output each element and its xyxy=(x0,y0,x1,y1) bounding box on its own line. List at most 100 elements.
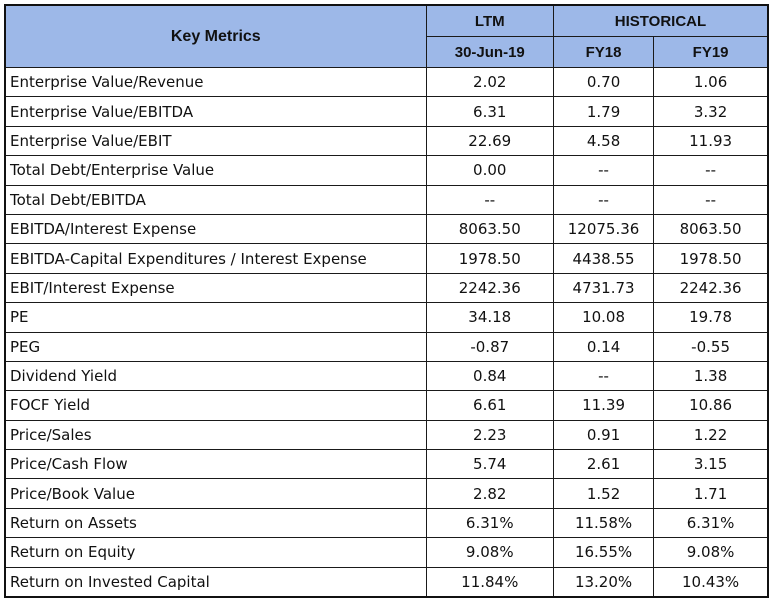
fy18-value-cell: 10.08 xyxy=(552,302,655,333)
metric-name-cell: Total Debt/Enterprise Value xyxy=(4,155,427,186)
ltm-value-cell: 2.23 xyxy=(425,419,554,451)
fy19-value-cell: 1.71 xyxy=(653,478,769,509)
fy18-value-cell: 1.79 xyxy=(552,96,655,127)
ltm-value-cell: -- xyxy=(425,184,554,215)
metric-name-cell: Return on Invested Capital xyxy=(4,566,427,598)
ltm-value-cell: 2.02 xyxy=(425,66,554,98)
ltm-value-cell: 1978.50 xyxy=(425,243,554,274)
fy18-value-cell: -- xyxy=(552,360,655,392)
fy19-value-cell: 10.86 xyxy=(653,390,769,421)
header-row-top: Key Metrics LTM HISTORICAL xyxy=(4,4,769,68)
ltm-value-cell: 8063.50 xyxy=(425,213,554,245)
fy19-value-cell: 3.15 xyxy=(653,449,769,480)
table-row: EBITDA/Interest Expense 8063.50 12075.36 80… xyxy=(4,213,769,245)
header-fy19: FY19 xyxy=(653,36,769,68)
table-row: PE 34.18 10.08 19.78 xyxy=(4,302,769,333)
fy19-value-cell: 9.08% xyxy=(653,537,769,568)
metric-name-cell: Price/Sales xyxy=(4,419,427,451)
metric-name-cell: Enterprise Value/EBIT xyxy=(4,125,427,157)
table-row: Return on Assets 6.31% 11.58% 6.31% xyxy=(4,507,769,539)
metric-name-cell: PE xyxy=(4,302,427,333)
fy18-value-cell: 1.52 xyxy=(552,478,655,509)
metric-name-cell: PEG xyxy=(4,331,427,362)
header-ltm: LTM xyxy=(425,4,554,37)
header-key-metrics: Key Metrics xyxy=(4,4,427,68)
fy19-value-cell: 1978.50 xyxy=(653,243,769,274)
key-metrics-table: Key Metrics LTM HISTORICAL 30-Jun-19 FY1… xyxy=(4,4,769,599)
table-row: Dividend Yield 0.84 -- 1.38 xyxy=(4,360,769,392)
fy19-value-cell: 8063.50 xyxy=(653,213,769,245)
metric-name-cell: EBITDA/Interest Expense xyxy=(4,213,427,245)
fy18-value-cell: 11.39 xyxy=(552,390,655,421)
fy18-value-cell: 16.55% xyxy=(552,537,655,568)
fy18-value-cell: -- xyxy=(552,184,655,215)
ltm-value-cell: 2.82 xyxy=(425,478,554,509)
fy19-value-cell: -0.55 xyxy=(653,331,769,362)
fy18-value-cell: 0.91 xyxy=(552,419,655,451)
fy19-value-cell: 1.06 xyxy=(653,66,769,98)
metric-name-cell: Price/Cash Flow xyxy=(4,449,427,480)
ltm-value-cell: -0.87 xyxy=(425,331,554,362)
ltm-value-cell: 5.74 xyxy=(425,449,554,480)
fy18-value-cell: 4438.55 xyxy=(552,243,655,274)
header-historical: HISTORICAL xyxy=(552,4,769,37)
ltm-value-cell: 34.18 xyxy=(425,302,554,333)
metric-name-cell: Return on Assets xyxy=(4,507,427,539)
metric-name-cell: Price/Book Value xyxy=(4,478,427,509)
fy19-value-cell: 19.78 xyxy=(653,302,769,333)
table-row: Total Debt/EBITDA -- -- -- xyxy=(4,184,769,215)
ltm-value-cell: 2242.36 xyxy=(425,272,554,304)
metric-name-cell: EBITDA-Capital Expenditures / Interest E… xyxy=(4,243,427,274)
fy18-value-cell: 12075.36 xyxy=(552,213,655,245)
table-row: Return on Invested Capital 11.84% 13.20% 10… xyxy=(4,566,769,598)
fy18-value-cell: 11.58% xyxy=(552,507,655,539)
fy19-value-cell: 1.22 xyxy=(653,419,769,451)
table-row: Enterprise Value/EBITDA 6.31 1.79 3.32 xyxy=(4,96,769,127)
ltm-value-cell: 6.31 xyxy=(425,96,554,127)
ltm-value-cell: 22.69 xyxy=(425,125,554,157)
metric-name-cell: Enterprise Value/EBITDA xyxy=(4,96,427,127)
fy19-value-cell: -- xyxy=(653,155,769,186)
fy19-value-cell: -- xyxy=(653,184,769,215)
table-body: Enterprise Value/Revenue 2.02 0.70 1.06 Ente… xyxy=(4,66,769,598)
header-ltm-date: 30-Jun-19 xyxy=(425,36,554,68)
fy18-value-cell: -- xyxy=(552,155,655,186)
fy18-value-cell: 4.58 xyxy=(552,125,655,157)
metric-name-cell: EBIT/Interest Expense xyxy=(4,272,427,304)
ltm-value-cell: 9.08% xyxy=(425,537,554,568)
fy19-value-cell: 3.32 xyxy=(653,96,769,127)
table-row: EBITDA-Capital Expenditures / Interest E… xyxy=(4,243,769,274)
table-row: Enterprise Value/EBIT 22.69 4.58 11.93 xyxy=(4,125,769,157)
metric-name-cell: Enterprise Value/Revenue xyxy=(4,66,427,98)
fy19-value-cell: 1.38 xyxy=(653,360,769,392)
metric-name-cell: FOCF Yield xyxy=(4,390,427,421)
ltm-value-cell: 6.31% xyxy=(425,507,554,539)
fy19-value-cell: 10.43% xyxy=(653,566,769,598)
table-row: FOCF Yield 6.61 11.39 10.86 xyxy=(4,390,769,421)
table-header: Key Metrics LTM HISTORICAL 30-Jun-19 FY1… xyxy=(4,4,769,68)
metric-name-cell: Return on Equity xyxy=(4,537,427,568)
table-row: Enterprise Value/Revenue 2.02 0.70 1.06 xyxy=(4,66,769,98)
ltm-value-cell: 11.84% xyxy=(425,566,554,598)
ltm-value-cell: 0.00 xyxy=(425,155,554,186)
fy18-value-cell: 0.70 xyxy=(552,66,655,98)
table-row: Price/Book Value 2.82 1.52 1.71 xyxy=(4,478,769,509)
fy19-value-cell: 2242.36 xyxy=(653,272,769,304)
metric-name-cell: Dividend Yield xyxy=(4,360,427,392)
header-row-bottom: 30-Jun-19 FY18 FY19 xyxy=(5,36,769,68)
table-row: PEG -0.87 0.14 -0.55 xyxy=(4,331,769,362)
table-row: Total Debt/Enterprise Value 0.00 -- -- xyxy=(4,155,769,186)
fy18-value-cell: 4731.73 xyxy=(552,272,655,304)
key-metrics-table-container: Key Metrics LTM HISTORICAL 30-Jun-19 FY1… xyxy=(4,4,769,599)
table-row: Price/Sales 2.23 0.91 1.22 xyxy=(4,419,769,451)
table-row: Price/Cash Flow 5.74 2.61 3.15 xyxy=(4,449,769,480)
ltm-value-cell: 0.84 xyxy=(425,360,554,392)
table-row: EBIT/Interest Expense 2242.36 4731.73 2242.… xyxy=(4,272,769,304)
fy19-value-cell: 6.31% xyxy=(653,507,769,539)
fy18-value-cell: 0.14 xyxy=(552,331,655,362)
table-row: Return on Equity 9.08% 16.55% 9.08% xyxy=(4,537,769,568)
header-fy18: FY18 xyxy=(552,36,655,68)
fy18-value-cell: 2.61 xyxy=(552,449,655,480)
metric-name-cell: Total Debt/EBITDA xyxy=(4,184,427,215)
fy18-value-cell: 13.20% xyxy=(552,566,655,598)
